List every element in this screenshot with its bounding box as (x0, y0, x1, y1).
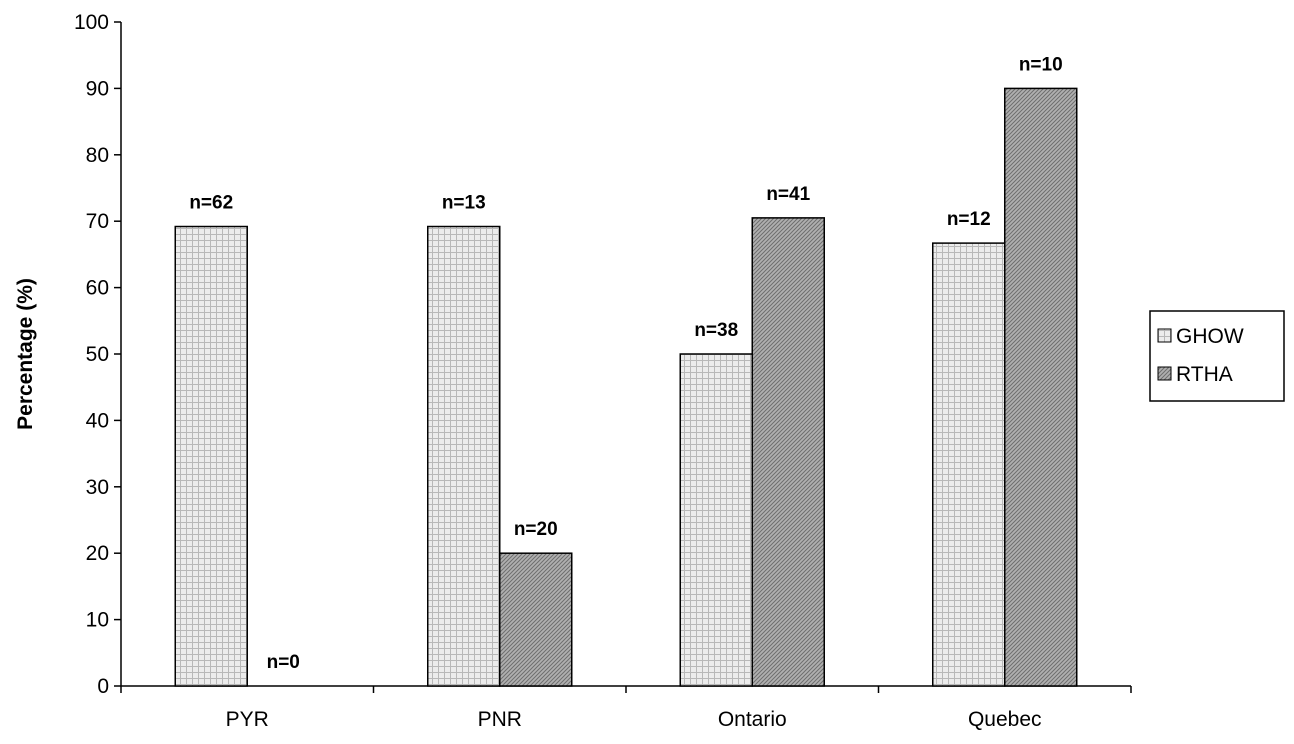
y-tick-label: 50 (86, 343, 109, 366)
x-category-label: PNR (478, 708, 522, 731)
data-label: n=62 (189, 193, 233, 214)
y-tick-label: 90 (86, 77, 109, 100)
bar-ghow (932, 242, 1006, 687)
legend-swatch-rtha (1157, 366, 1172, 381)
legend: GHOW RTHA (1149, 310, 1285, 402)
data-label: n=38 (694, 320, 738, 341)
bars (174, 87, 1078, 687)
y-tick-label: 20 (86, 542, 109, 565)
y-tick-label: 100 (74, 11, 109, 34)
x-category-label: Ontario (718, 708, 787, 731)
data-label: n=12 (947, 209, 991, 230)
y-tick-label: 70 (86, 210, 109, 233)
bar-rtha (499, 552, 573, 687)
x-category-label: PYR (226, 708, 269, 731)
y-tick-label: 40 (86, 409, 109, 432)
data-label: n=13 (442, 193, 486, 214)
legend-label-rtha: RTHA (1176, 363, 1233, 386)
y-tick-label: 80 (86, 144, 109, 167)
legend-box (1149, 310, 1285, 402)
bar-ghow (427, 225, 501, 687)
data-label: n=10 (1019, 54, 1063, 75)
bar-ghow (174, 225, 248, 687)
data-labels: n=62 n=13 n=38 n=12 n=0 n=20 n=41 n=10 (189, 54, 1062, 673)
bar-rtha (1004, 87, 1078, 687)
bar-rtha (751, 217, 825, 687)
y-axis-label: Percentage (%) (14, 278, 37, 430)
legend-swatch-ghow (1157, 328, 1172, 343)
y-tick-label: 30 (86, 476, 109, 499)
axes: 0 10 20 30 40 50 60 70 80 90 100 PYR PNR Ontario Quebe… (74, 11, 1132, 731)
legend-label-ghow: GHOW (1176, 325, 1244, 348)
x-category-label: Quebec (968, 708, 1042, 731)
bar-ghow (679, 353, 753, 687)
y-tick-label: 10 (86, 609, 109, 632)
y-tick-label: 0 (97, 675, 109, 698)
data-label: n=0 (267, 652, 300, 673)
y-tick-label: 60 (86, 277, 109, 300)
data-label: n=20 (514, 519, 558, 540)
data-label: n=41 (766, 184, 810, 205)
